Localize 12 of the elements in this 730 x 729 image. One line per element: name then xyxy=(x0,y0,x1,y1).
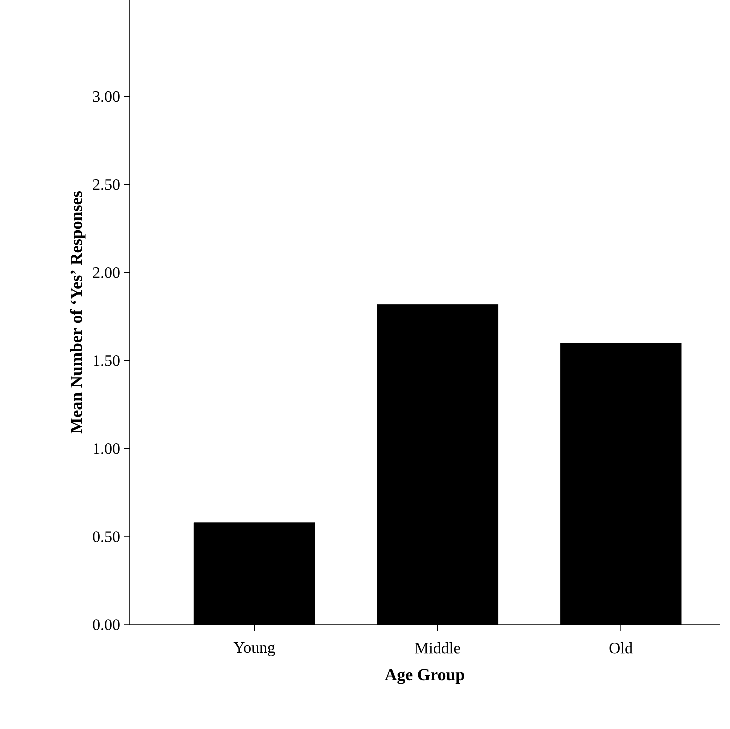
y-axis-title: Mean Number of ‘Yes’ Responses xyxy=(70,192,86,434)
y-tick-label: 1.00 xyxy=(94,444,120,454)
y-tick-label: 2.00 xyxy=(93,267,120,278)
x-axis-title: Age Group xyxy=(385,669,464,684)
x-tick-label: Young xyxy=(234,642,276,656)
y-tick-label: 0.50 xyxy=(93,532,120,542)
y-tick-label: 3.00 xyxy=(93,91,120,102)
y-tick-label: 0.00 xyxy=(93,620,120,630)
x-tick-label: Middle xyxy=(415,642,460,654)
x-tick-label: Old xyxy=(610,642,633,654)
y-tick-label: 1.50 xyxy=(94,356,120,366)
y-tick-label: 2.50 xyxy=(93,179,120,190)
